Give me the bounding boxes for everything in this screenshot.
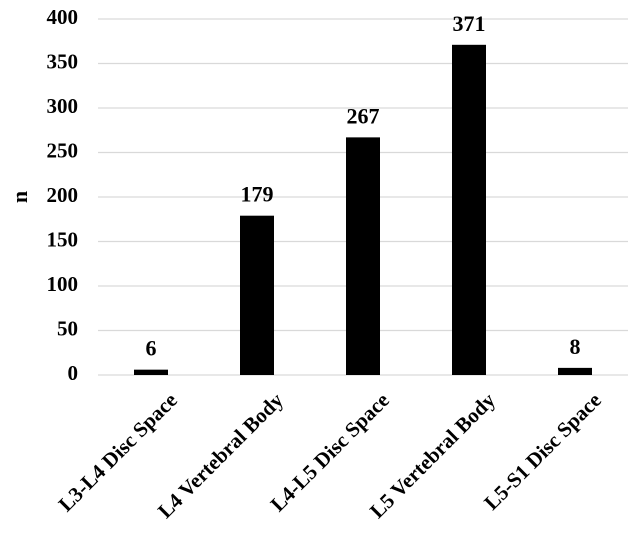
bar xyxy=(134,369,168,375)
x-category-label: L5-S1 Disc Space xyxy=(479,388,606,515)
bar xyxy=(558,367,592,375)
bar xyxy=(346,137,380,375)
y-tick-label: 0 xyxy=(68,361,79,385)
y-tick-label: 350 xyxy=(47,49,79,73)
data-label: 6 xyxy=(146,336,157,361)
y-tick-label: 100 xyxy=(47,272,79,296)
bars xyxy=(134,44,592,376)
data-label: 8 xyxy=(570,334,581,359)
data-label: 267 xyxy=(347,103,380,128)
y-axis-ticks: 0 50 100 150 200 250 300 350 400 xyxy=(47,5,79,385)
data-labels: 6 179 267 371 8 xyxy=(146,11,581,361)
y-tick-label: 400 xyxy=(47,5,79,29)
y-axis-title: n xyxy=(7,191,32,203)
y-tick-label: 250 xyxy=(47,138,79,162)
bar xyxy=(452,44,486,376)
y-tick-label: 200 xyxy=(47,183,79,207)
data-label: 371 xyxy=(453,11,486,36)
bar xyxy=(240,215,274,375)
data-label: 179 xyxy=(241,182,274,207)
y-tick-label: 50 xyxy=(57,316,78,340)
y-tick-label: 150 xyxy=(47,227,79,251)
y-tick-label: 300 xyxy=(47,94,79,118)
